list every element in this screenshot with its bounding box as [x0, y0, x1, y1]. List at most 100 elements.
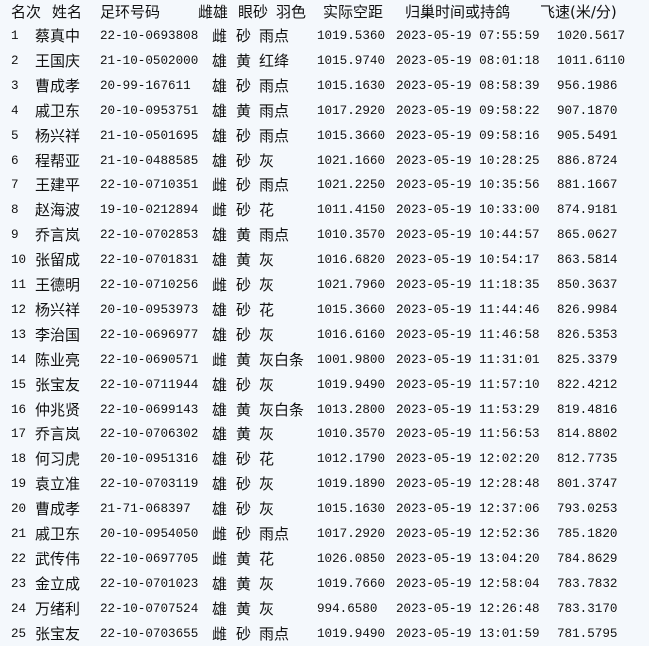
cell-rank: 7	[11, 178, 19, 193]
cell-speed: 850.3637	[557, 278, 618, 292]
cell-color: 灰	[259, 251, 275, 270]
table-row: 4 戚卫东 20-10-0953751 雄黄雨点 1017.2920 2023-05-19…	[0, 99, 649, 124]
cell-sex: 雄	[212, 251, 228, 270]
table-row: 15 张宝友 22-10-0711944 雄砂灰 1019.9490 2023-05-19…	[0, 373, 649, 398]
cell-ring: 22-10-0693808	[100, 29, 199, 43]
cell-distance: 1019.9490	[317, 377, 386, 392]
header-sex: 雌雄	[198, 3, 229, 21]
cell-sex: 雌	[212, 350, 228, 369]
cell-distance: 1021.2250	[317, 178, 386, 193]
cell-distance: 1021.7960	[317, 278, 386, 292]
cell-speed: 793.0253	[557, 502, 618, 517]
cell-color: 雨点	[259, 525, 290, 543]
cell-sex: 雄	[212, 500, 228, 519]
cell-name: 金立成	[35, 574, 81, 593]
cell-name: 曹成孝	[35, 500, 81, 519]
cell-ring: 21-10-0502000	[100, 53, 199, 68]
cell-ring: 22-10-0697705	[100, 551, 199, 566]
cell-ring: 22-10-0701831	[100, 253, 199, 268]
header-distance: 实际空距	[323, 3, 384, 21]
cell-sex: 雄	[212, 400, 228, 419]
cell-color: 花	[259, 300, 275, 319]
cell-distance: 1026.0850	[317, 551, 386, 566]
cell-ring: 22-10-0710351	[100, 178, 199, 193]
cell-speed: 1020.5617	[557, 29, 626, 43]
cell-name: 张留成	[35, 251, 81, 270]
cell-eye: 砂	[236, 475, 252, 494]
cell-name: 武传伟	[35, 549, 81, 568]
cell-ring: 22-10-0703119	[100, 477, 199, 492]
cell-name: 乔言岚	[35, 425, 81, 444]
cell-color: 灰	[259, 599, 275, 618]
cell-ring: 22-10-0703655	[100, 626, 199, 641]
cell-speed: 863.5814	[557, 253, 618, 268]
cell-speed: 865.0627	[557, 228, 618, 243]
cell-speed: 874.9181	[557, 203, 618, 218]
cell-time: 2023-05-19 11:46:58	[396, 327, 540, 342]
cell-rank: 21	[11, 527, 27, 541]
cell-color: 灰白条	[259, 350, 305, 369]
cell-rank: 14	[11, 352, 27, 367]
cell-distance: 1017.2920	[317, 103, 386, 118]
cell-time: 2023-05-19 12:02:20	[396, 452, 540, 467]
cell-rank: 17	[11, 427, 27, 442]
cell-eye: 砂	[236, 76, 252, 95]
cell-name: 张宝友	[35, 624, 81, 643]
cell-speed: 785.1820	[557, 527, 618, 541]
table-row: 3 曹成孝 20-99-167611 雄砂雨点 1015.1630 2023-05-19 …	[0, 74, 649, 99]
cell-eye: 黄	[236, 101, 252, 120]
cell-name: 杨兴祥	[35, 126, 81, 145]
cell-time: 2023-05-19 12:52:36	[396, 527, 540, 541]
cell-color: 灰	[259, 425, 275, 444]
cell-color: 灰	[259, 151, 275, 170]
cell-name: 王建平	[35, 176, 81, 195]
cell-time: 2023-05-19 11:57:10	[396, 377, 540, 392]
cell-color: 红绛	[259, 51, 290, 70]
cell-name: 仲兆贤	[35, 400, 81, 419]
cell-rank: 6	[11, 153, 19, 168]
cell-name: 袁立准	[35, 475, 81, 494]
table-row: 18 何习虎 20-10-0951316 雄砂花 1012.1790 2023-05-19…	[0, 447, 649, 472]
cell-sex: 雄	[212, 425, 228, 444]
cell-sex: 雌	[212, 176, 228, 195]
cell-name: 何习虎	[35, 450, 81, 469]
cell-distance: 1019.5360	[317, 29, 386, 43]
cell-rank: 25	[11, 626, 27, 641]
cell-name: 赵海波	[35, 201, 81, 220]
cell-distance: 1017.2920	[317, 527, 386, 541]
header-eye: 眼砂	[238, 3, 269, 21]
header-name: 姓名	[52, 3, 83, 21]
cell-speed: 783.7832	[557, 576, 618, 591]
cell-eye: 黄	[236, 599, 252, 618]
cell-sex: 雄	[212, 126, 228, 145]
cell-distance: 1016.6160	[317, 327, 386, 342]
cell-eye: 黄	[236, 549, 252, 568]
cell-color: 雨点	[259, 76, 290, 95]
cell-sex: 雌	[212, 549, 228, 568]
table-row: 13 李治国 22-10-0696977 雄砂灰 1016.6160 2023-05-19…	[0, 323, 649, 348]
cell-sex: 雌	[212, 624, 228, 643]
cell-eye: 砂	[236, 126, 252, 145]
table-row: 16 仲兆贤 22-10-0699143 雄黄灰白条 1013.2800 2023-05-…	[0, 398, 649, 423]
cell-speed: 1011.6110	[557, 53, 626, 68]
cell-distance: 1019.1890	[317, 477, 386, 492]
cell-distance: 1001.9800	[317, 352, 386, 367]
cell-color: 雨点	[259, 624, 290, 643]
cell-color: 灰	[259, 500, 275, 519]
cell-rank: 5	[11, 128, 19, 143]
cell-speed: 822.4212	[557, 377, 618, 392]
cell-sex: 雄	[212, 450, 228, 469]
cell-name: 张宝友	[35, 375, 81, 394]
cell-time: 2023-05-19 10:44:57	[396, 228, 540, 243]
cell-ring: 21-10-0501695	[100, 128, 199, 143]
cell-distance: 1019.7660	[317, 576, 386, 591]
cell-rank: 8	[11, 203, 19, 218]
cell-eye: 黄	[236, 425, 252, 444]
cell-speed: 814.8802	[557, 427, 618, 442]
cell-sex: 雌	[212, 201, 228, 220]
cell-distance: 1013.2800	[317, 402, 386, 417]
cell-ring: 22-10-0707524	[100, 601, 199, 616]
cell-time: 2023-05-19 11:56:53	[396, 427, 540, 442]
cell-eye: 黄	[236, 226, 252, 245]
cell-sex: 雄	[212, 101, 228, 120]
